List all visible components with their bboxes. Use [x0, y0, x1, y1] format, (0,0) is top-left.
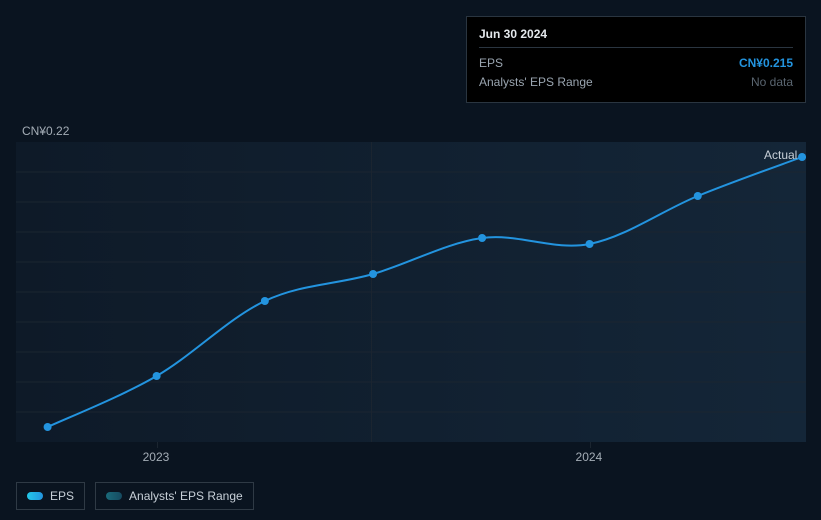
actual-label: Actual: [764, 148, 797, 162]
legend-label: EPS: [50, 489, 74, 503]
data-point[interactable]: [586, 240, 594, 248]
x-axis-tick: [157, 442, 158, 448]
x-axis-tick: [590, 442, 591, 448]
x-axis-label: 2024: [576, 450, 603, 464]
data-point[interactable]: [44, 423, 52, 431]
data-point[interactable]: [694, 192, 702, 200]
legend-swatch-icon: [27, 492, 43, 500]
data-point[interactable]: [478, 234, 486, 242]
y-axis-label: CN¥0.22: [22, 124, 69, 138]
eps-chart: [16, 142, 806, 442]
tooltip-row: Analysts' EPS Range No data: [479, 73, 793, 92]
data-point[interactable]: [153, 372, 161, 380]
x-axis-label: 2023: [143, 450, 170, 464]
legend: EPS Analysts' EPS Range: [16, 482, 254, 510]
legend-label: Analysts' EPS Range: [129, 489, 243, 503]
tooltip-key: EPS: [479, 54, 533, 73]
legend-item[interactable]: EPS: [16, 482, 85, 510]
tooltip-key: Analysts' EPS Range: [479, 73, 623, 92]
legend-swatch-icon: [106, 492, 122, 500]
data-point[interactable]: [798, 153, 806, 161]
tooltip-value: No data: [751, 73, 793, 92]
hover-tooltip: Jun 30 2024EPSCN¥0.215Analysts' EPS Rang…: [466, 16, 806, 103]
legend-item[interactable]: Analysts' EPS Range: [95, 482, 254, 510]
tooltip-value: CN¥0.215: [739, 54, 793, 73]
tooltip-row: EPS CN¥0.215: [479, 54, 793, 73]
data-point[interactable]: [261, 297, 269, 305]
data-point[interactable]: [369, 270, 377, 278]
tooltip-date: Jun 30 2024: [479, 27, 793, 48]
